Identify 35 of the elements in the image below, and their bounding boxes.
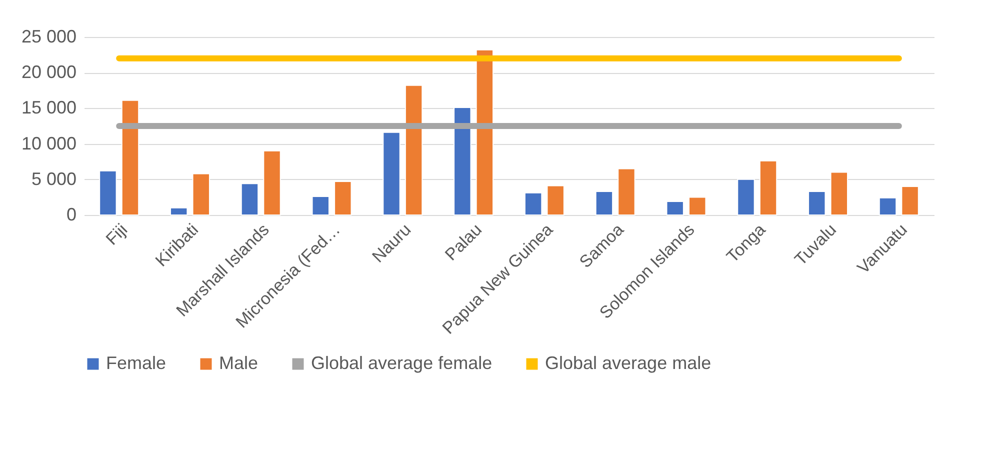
bar xyxy=(263,150,281,216)
bar xyxy=(192,173,210,216)
bar xyxy=(666,200,684,216)
bar xyxy=(404,84,423,216)
x-tick-label: Fiji xyxy=(102,220,132,249)
bar xyxy=(170,207,188,216)
bar xyxy=(595,191,614,216)
legend-label: Male xyxy=(219,353,258,373)
bar xyxy=(759,160,778,216)
bar xyxy=(618,168,636,216)
legend-label: Global average male xyxy=(545,353,712,373)
legend-label: Global average female xyxy=(311,353,492,373)
y-tick-label: 10 000 xyxy=(21,133,76,154)
bar xyxy=(382,132,400,216)
bar xyxy=(688,196,706,216)
y-tick-label: 25 000 xyxy=(21,26,76,46)
legend-label: Female xyxy=(106,353,166,373)
bar xyxy=(334,181,352,216)
bar xyxy=(546,185,564,216)
bar xyxy=(808,191,826,216)
y-tick-label: 20 000 xyxy=(21,62,76,82)
bar xyxy=(878,197,897,216)
bar xyxy=(99,170,117,216)
y-tick-label: 0 xyxy=(66,204,76,224)
bar xyxy=(524,192,542,216)
bar xyxy=(737,178,755,216)
y-tick-label: 15 000 xyxy=(21,98,76,118)
bar xyxy=(830,172,848,216)
y-tick-label: 5 000 xyxy=(31,168,76,189)
bar xyxy=(454,106,472,216)
bar xyxy=(240,183,259,216)
bar xyxy=(476,49,494,216)
bar xyxy=(121,100,140,216)
bar xyxy=(901,186,919,216)
bar xyxy=(312,196,330,216)
